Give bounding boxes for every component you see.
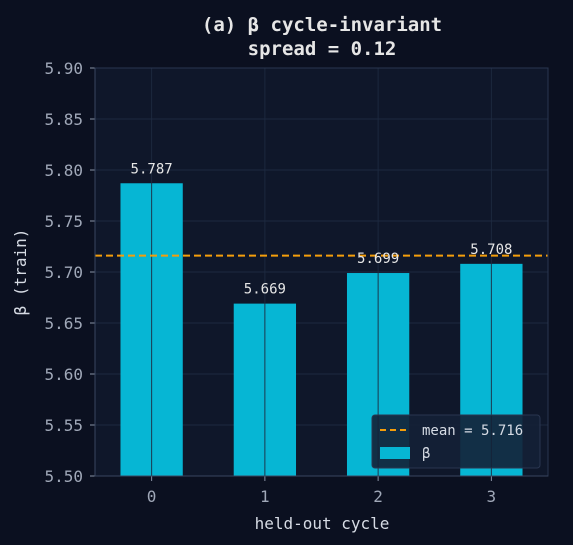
- data-label: 5.708: [470, 242, 512, 258]
- y-tick-label: 5.65: [44, 314, 83, 333]
- x-tick-label: 1: [260, 487, 270, 506]
- vertical-grid-lines: [151, 68, 492, 476]
- legend-mean-label: mean = 5.716: [422, 423, 523, 439]
- chart-title: (a) β cycle-invariant: [202, 14, 442, 36]
- legend-beta-label: β: [422, 446, 430, 462]
- x-axis-label: held-out cycle: [255, 514, 390, 533]
- legend: mean = 5.716 β: [371, 414, 541, 469]
- x-tick-label: 2: [373, 487, 383, 506]
- y-tick-labels: 5.50 5.55 5.60 5.65 5.70 5.75 5.80 5.85 5.90: [44, 59, 83, 486]
- legend-beta-swatch: [380, 447, 410, 459]
- y-tick-label: 5.75: [44, 212, 83, 231]
- legend-box: [371, 414, 541, 469]
- y-tick-label: 5.90: [44, 59, 83, 78]
- y-axis-label: β (train): [11, 229, 30, 316]
- data-labels: 5.787 5.669 5.699 5.708: [131, 161, 513, 297]
- y-tick-label: 5.85: [44, 110, 83, 129]
- x-tick-label: 3: [487, 487, 497, 506]
- data-label: 5.787: [131, 161, 173, 177]
- x-tick-label: 0: [147, 487, 157, 506]
- x-tick-labels: 0 1 2 3: [147, 487, 496, 506]
- chart-subtitle: spread = 0.12: [248, 38, 397, 60]
- axes: [90, 67, 549, 481]
- y-tick-label: 5.70: [44, 263, 83, 282]
- data-label: 5.669: [244, 282, 286, 298]
- data-label: 5.699: [357, 251, 399, 267]
- y-tick-label: 5.50: [44, 467, 83, 486]
- y-tick-label: 5.55: [44, 416, 83, 435]
- y-tick-label: 5.80: [44, 161, 83, 180]
- y-tick-label: 5.60: [44, 365, 83, 384]
